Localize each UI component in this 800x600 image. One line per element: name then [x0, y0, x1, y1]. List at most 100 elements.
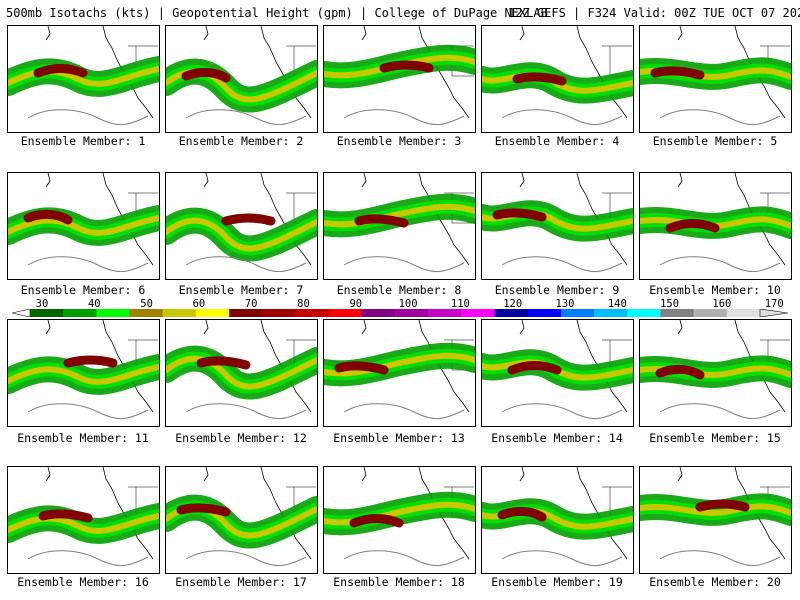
colorbar-swatch	[693, 309, 728, 317]
colorbar-tick-label: 110	[450, 298, 470, 310]
height-contour	[185, 109, 307, 125]
jet-band-inner	[324, 352, 475, 377]
ensemble-member-label: Ensemble Member: 8	[336, 283, 462, 297]
height-contour	[501, 403, 623, 419]
colorbar-swatch	[328, 309, 363, 317]
jet-band-inner	[324, 501, 475, 526]
ensemble-member-label: Ensemble Member: 20	[649, 575, 781, 589]
ensemble-panel	[481, 25, 634, 133]
colorbar-min-arrow	[12, 309, 31, 317]
jet-core	[221, 213, 276, 226]
jet-core	[63, 355, 118, 368]
jet-core	[23, 209, 73, 225]
colorbar-swatch	[428, 309, 462, 317]
jet-stream-map	[640, 26, 791, 125]
colorbar-swatch	[461, 309, 495, 317]
jet-band-inner	[640, 503, 791, 516]
height-contour	[501, 109, 623, 125]
jet-stream-map	[324, 26, 475, 125]
colorbar-swatch	[726, 309, 761, 317]
ensemble-panel	[165, 172, 318, 280]
jet-core	[33, 64, 88, 78]
ensemble-member-label: Ensemble Member: 18	[333, 575, 465, 589]
height-contour	[659, 403, 781, 419]
colorbar-swatch	[162, 309, 197, 317]
ensemble-panel	[323, 25, 476, 133]
jet-stream-map	[482, 26, 633, 125]
height-contour	[185, 256, 307, 272]
jet-stream-map	[8, 467, 159, 566]
jet-core	[379, 60, 434, 73]
coastline	[361, 320, 470, 413]
ensemble-panel	[165, 25, 318, 133]
jet-stream-map	[324, 467, 475, 566]
colorbar-swatch	[129, 309, 164, 317]
colorbar-swatch	[395, 309, 429, 317]
colorbar-scale	[12, 309, 788, 317]
jet-core	[492, 208, 547, 222]
height-contour	[185, 403, 307, 419]
jet-core	[354, 214, 409, 228]
colorbar-swatch	[63, 309, 97, 317]
jet-stream-map	[640, 467, 791, 566]
ensemble-member-label: Ensemble Member: 6	[20, 283, 146, 297]
colorbar-tick-label: 140	[607, 298, 627, 310]
colorbar-tick-label: 30	[35, 298, 49, 310]
jet-core	[665, 219, 720, 233]
colorbar-tick-label: 170	[764, 298, 784, 310]
jet-stream-map	[324, 320, 475, 419]
colorbar-tick-labels: 30 40 50 60 70 80 90 100 110 120 130 140 150 160 170	[12, 298, 788, 310]
colorbar-tick-label: 90	[349, 298, 363, 310]
colorbar-max-arrow	[759, 309, 788, 317]
jet-core	[334, 361, 389, 375]
jet-stream-map	[640, 173, 791, 272]
colorbar-tick-label: 120	[503, 298, 523, 310]
jet-stream-map	[166, 173, 317, 272]
height-contour	[501, 550, 623, 566]
jet-stream-map	[166, 26, 317, 125]
coastline	[361, 26, 470, 119]
ensemble-panel	[7, 319, 160, 427]
jet-stream-map	[482, 320, 633, 419]
jet-core	[176, 503, 231, 517]
jet-stream-map	[482, 467, 633, 566]
colorbar-swatch	[30, 309, 64, 317]
jet-band-inner	[324, 203, 475, 228]
jet-stream-map	[324, 173, 475, 272]
ensemble-panel	[323, 466, 476, 574]
colorbar-tick-label: 80	[297, 298, 310, 310]
jet-stream-map	[640, 320, 791, 419]
jet-core	[181, 67, 231, 83]
ensemble-panel	[165, 319, 318, 427]
colorbar-swatch	[96, 309, 130, 317]
colorbar-tick-label: 70	[244, 298, 258, 310]
colorbar-tick-label: 60	[192, 298, 206, 310]
ensemble-member-label: Ensemble Member: 4	[494, 134, 620, 148]
ensemble-member-label: Ensemble Member: 16	[17, 575, 149, 589]
colorbar-swatch	[195, 309, 230, 317]
jet-band-inner	[640, 216, 791, 229]
page-header: 500mb Isotachs (kts) | Geopotential Heig…	[6, 6, 800, 22]
ensemble-member-label: Ensemble Member: 3	[336, 134, 462, 148]
height-contour	[27, 403, 149, 419]
ensemble-member-label: Ensemble Member: 11	[17, 431, 149, 445]
jet-core	[695, 499, 750, 512]
ensemble-panel	[7, 466, 160, 574]
height-contour	[343, 403, 465, 419]
jet-band-inner	[8, 215, 159, 236]
ensemble-member-label: Ensemble Member: 1	[20, 134, 146, 148]
colorbar-tick-label: 40	[87, 298, 101, 310]
ensemble-panel	[639, 319, 792, 427]
ensemble-member-label: Ensemble Member: 14	[491, 431, 623, 445]
coastline	[203, 173, 312, 266]
coastline	[361, 173, 470, 266]
height-contour	[27, 256, 149, 272]
height-contour	[659, 109, 781, 125]
jet-core	[507, 361, 562, 375]
jet-stream-map	[8, 320, 159, 419]
colorbar-swatch	[229, 309, 263, 317]
height-contour	[501, 256, 623, 272]
jet-core	[655, 364, 705, 380]
ensemble-panel	[639, 172, 792, 280]
jet-stream-map	[482, 173, 633, 272]
